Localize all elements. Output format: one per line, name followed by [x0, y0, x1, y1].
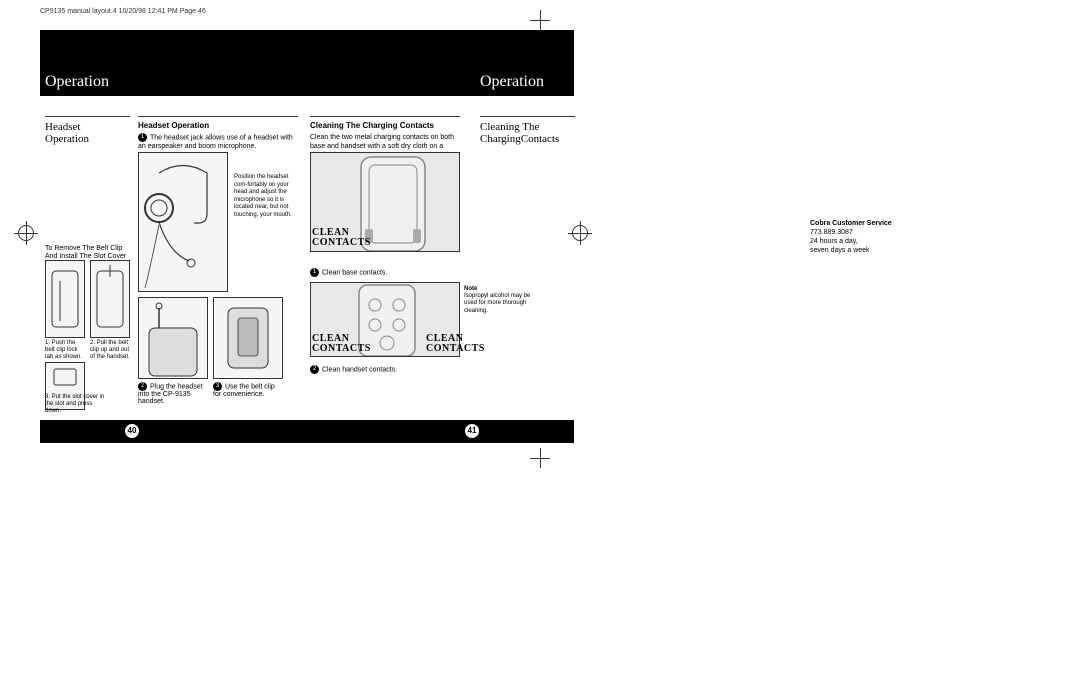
col1-intro: The headset jack allows use of a headset…	[138, 134, 293, 150]
crop-mark-bottom	[530, 448, 550, 468]
note-box: Note Isopropyl alcohol may be used for m…	[464, 286, 544, 315]
cs-title: Cobra Customer Service	[810, 219, 892, 228]
bullet-2b: 2	[310, 365, 319, 374]
headset-position-text: Position the headset com-fortably on you…	[234, 174, 294, 219]
left-sidebar-heading: Headset Operation	[45, 116, 130, 145]
right-sidebar-heading: Cleaning The ChargingContacts	[480, 116, 575, 145]
registration-mark-left	[18, 225, 34, 241]
clean-label-handset-left: Clean Contacts	[312, 334, 371, 354]
col2-heading: Cleaning The Charging Contacts	[310, 121, 460, 130]
heading-operation: Operation	[45, 133, 130, 145]
bullet-2a: 2	[138, 382, 147, 391]
print-header: CP9135 manual layout.4 10/20/98 12:41 PM…	[40, 8, 206, 15]
cs-hours2: seven days a week	[810, 246, 892, 255]
clip-caption: 3Use the belt clip for convenience.	[213, 382, 283, 398]
beltclip-step2: 2. Pull the belt clip up and out of the …	[90, 340, 132, 362]
note-body: Isopropyl alcohol may be used for more t…	[464, 293, 544, 315]
section-title-right: Operation	[480, 73, 544, 91]
cs-phone: 773.889.3087	[810, 228, 892, 237]
plug-caption-text: Plug the headset into the CP-9135 handse…	[138, 383, 203, 405]
clean-label-base: Clean Contacts	[312, 228, 371, 248]
registration-mark-right	[572, 225, 588, 241]
base-caption: 1Clean base contacts.	[310, 268, 387, 277]
clean-label-handset-right: Clean Contacts	[426, 334, 485, 354]
contacts-text-3: Contacts	[426, 344, 485, 354]
col1-heading: Headset Operation	[138, 121, 298, 130]
column-headset-operation: Headset Operation 1The headset jack allo…	[138, 116, 298, 152]
crop-mark-top	[530, 10, 550, 30]
note-title: Note	[464, 286, 544, 293]
handset-caption-text: Clean handset contacts.	[322, 366, 397, 373]
illustration-belt-clip-use	[213, 297, 283, 379]
beltclip-step1: 1. Push the belt clip lock tab as shown.	[45, 340, 85, 362]
illustration-beltclip-2	[90, 260, 130, 338]
beltclip-step3: 3. Put the slot cover in the slot and pr…	[45, 394, 105, 416]
page-number-right: 41	[465, 424, 479, 438]
section-title-left: Operation	[45, 73, 109, 91]
illustration-beltclip-1	[45, 260, 85, 338]
contacts-text-2: Contacts	[312, 344, 371, 354]
footer-black-bar	[40, 420, 574, 443]
handset-caption: 2Clean handset contacts.	[310, 365, 397, 374]
page-number-left: 40	[125, 424, 139, 438]
bullet-1b: 1	[310, 268, 319, 277]
customer-service-block: Cobra Customer Service 773.889.3087 24 h…	[810, 219, 892, 255]
illustration-headset	[138, 152, 228, 292]
plug-caption: 2Plug the headset into the CP-9135 hands…	[138, 382, 208, 405]
contacts-text-1: Contacts	[312, 238, 371, 248]
cs-hours1: 24 hours a day,	[810, 237, 892, 246]
heading-cleaning: Cleaning The	[480, 121, 575, 133]
bullet-1a: 1	[138, 133, 147, 142]
bullet-3a: 3	[213, 382, 222, 391]
heading-charging-contacts: ChargingContacts	[480, 133, 575, 145]
base-caption-text: Clean base contacts.	[322, 269, 387, 276]
clip-caption-text: Use the belt clip for convenience.	[213, 383, 275, 398]
heading-headset: Headset	[45, 121, 130, 133]
illustration-plug-headset	[138, 297, 208, 379]
